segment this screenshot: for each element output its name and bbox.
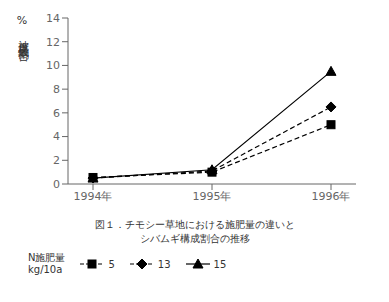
html-text:5: 5	[108, 258, 115, 270]
svg-text:12: 12	[46, 36, 60, 49]
html-text:13: 13	[157, 258, 171, 270]
html-text:シバムギ構成割合の推移: シバムギ構成割合の推移	[139, 233, 250, 244]
svg-text:4: 4	[53, 130, 60, 143]
svg-text:6: 6	[53, 107, 60, 120]
html-text:15: 15	[213, 258, 227, 270]
svg-text:1995年: 1995年	[193, 190, 232, 203]
html-text:被度構成割合: 被度構成割合	[16, 31, 30, 43]
svg-text:8: 8	[53, 83, 60, 96]
html-text:図１．チモシー草地における施肥量の違いと: 図１．チモシー草地における施肥量の違いと	[94, 219, 295, 230]
svg-text:10: 10	[46, 59, 60, 72]
html-text:N施肥量: N施肥量	[28, 252, 66, 263]
svg-text:1994年: 1994年	[74, 190, 113, 203]
svg-text:2: 2	[53, 154, 60, 167]
html-text:kg/10a: kg/10a	[28, 264, 63, 275]
svg-text:1996年: 1996年	[312, 190, 351, 203]
svg-text:14: 14	[46, 12, 60, 25]
svg-text:0: 0	[53, 178, 60, 191]
